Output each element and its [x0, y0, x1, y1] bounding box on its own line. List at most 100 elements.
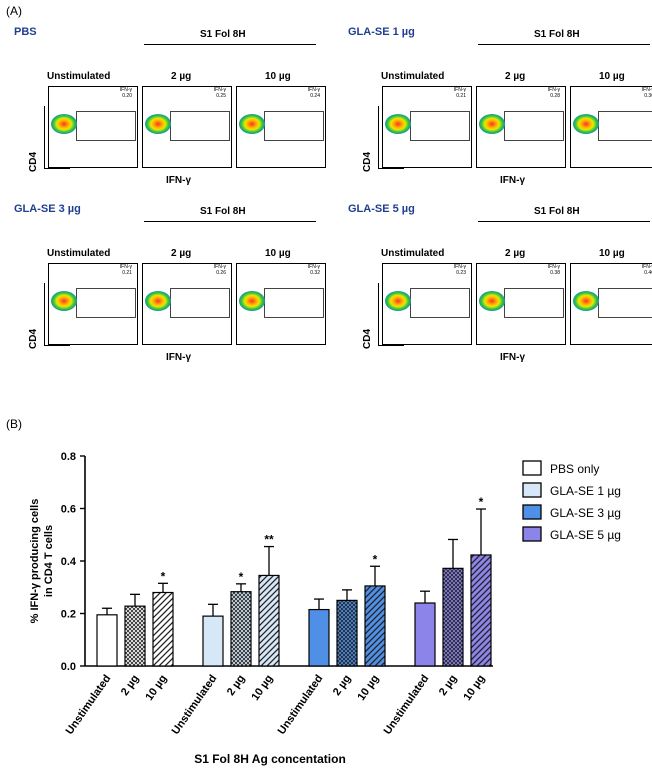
bar	[470, 554, 492, 667]
bar	[414, 602, 436, 667]
x-tick-label: 10 µg	[461, 673, 487, 703]
column-label: 2 µg	[171, 71, 192, 82]
y-axis-label: CD4	[362, 151, 373, 172]
y-axis-arrow	[44, 106, 45, 168]
x-tick-label: Unstimulated	[64, 673, 114, 737]
gate-percentage: 0.32	[310, 270, 320, 276]
gate-percentage: 0.36	[644, 93, 652, 99]
flow-plot	[236, 263, 326, 345]
x-tick-label: 2 µg	[225, 673, 248, 698]
x-axis-label: IFN-γ	[166, 352, 191, 363]
gate-percentage: 0.24	[310, 93, 320, 99]
gate-label: IFN-γ	[641, 264, 652, 270]
column-label: 10 µg	[599, 248, 625, 259]
legend-label: GLA-SE 3 µg	[550, 506, 621, 520]
y-axis-arrow	[378, 106, 379, 168]
legend-swatch	[522, 460, 542, 476]
x-tick-label: 2 µg	[331, 673, 354, 698]
x-axis-label: IFN-γ	[166, 175, 191, 186]
legend-swatch	[522, 504, 542, 520]
gate-label: IFN-γ	[453, 87, 466, 93]
y-axis-label: CD4	[362, 328, 373, 349]
significance-mark: *	[479, 495, 484, 509]
x-axis-arrow	[44, 168, 70, 169]
y-axis-label: CD4	[28, 151, 39, 172]
cell-density	[239, 114, 265, 134]
significance-mark: *	[239, 570, 244, 584]
header-underline	[478, 221, 650, 222]
group-title: GLA-SE 5 µg	[348, 203, 415, 215]
ifn-gate	[76, 288, 136, 318]
bar-chart: 0.0 0.2 0.4 0.6 0.8 % IFN-γ producing cells in…	[29, 451, 621, 766]
gate-percentage: 0.23	[456, 270, 466, 276]
column-label: Unstimulated	[381, 248, 445, 259]
gate-label: IFN-γ	[307, 87, 320, 93]
x-tick-label: 10 µg	[249, 673, 275, 703]
gate-percentage: 0.38	[550, 270, 560, 276]
bar	[336, 599, 358, 667]
cell-density	[479, 291, 505, 311]
gate-percentage: 0.21	[122, 270, 132, 276]
ifn-gate	[504, 111, 564, 141]
cell-density	[385, 291, 411, 311]
gate-label: IFN-γ	[213, 87, 226, 93]
ifn-gate	[598, 111, 652, 141]
gate-percentage: 0.20	[122, 93, 132, 99]
gate-percentage: 0.21	[456, 93, 466, 99]
y-axis-label: CD4	[28, 328, 39, 349]
legend-label: GLA-SE 1 µg	[550, 484, 621, 498]
y-tick-label: 0.8	[61, 451, 76, 463]
gate-label: IFN-γ	[119, 87, 132, 93]
ifn-gate	[410, 288, 470, 318]
column-label: Unstimulated	[381, 71, 445, 82]
column-label: 2 µg	[171, 248, 192, 259]
x-axis-label: IFN-γ	[500, 352, 525, 363]
stim-header: S1 Fol 8H	[200, 206, 246, 217]
cell-density	[479, 114, 505, 134]
legend-label: PBS only	[550, 462, 599, 476]
y-axis-label-line1: % IFN-γ producing cells	[29, 499, 41, 624]
bar	[230, 591, 252, 667]
panel-a-label: (A)	[6, 4, 22, 18]
group-title: PBS	[14, 26, 37, 38]
x-tick-label: 10 µg	[355, 673, 381, 703]
x-axis-arrow	[378, 345, 404, 346]
x-tick-label: Unstimulated	[382, 673, 432, 737]
gate-percentage: 0.25	[216, 93, 226, 99]
column-label: 10 µg	[265, 248, 291, 259]
x-axis-arrow	[378, 168, 404, 169]
legend-swatch	[522, 482, 542, 498]
bar	[152, 591, 174, 667]
y-axis-arrow	[44, 283, 45, 345]
x-axis-label: IFN-γ	[500, 175, 525, 186]
flow-plot	[236, 86, 326, 168]
x-tick-label: 2 µg	[437, 673, 460, 698]
ifn-gate	[598, 288, 652, 318]
significance-mark: *	[373, 552, 378, 566]
cell-density	[239, 291, 265, 311]
header-underline	[144, 221, 316, 222]
gate-label: IFN-γ	[453, 264, 466, 270]
gate-percentage: 0.46	[644, 270, 652, 276]
ifn-gate	[264, 111, 324, 141]
cell-density	[573, 114, 599, 134]
stim-header: S1 Fol 8H	[534, 206, 580, 217]
y-tick-label: 0.4	[61, 556, 77, 568]
gate-percentage: 0.28	[550, 93, 560, 99]
significance-mark: **	[264, 533, 274, 547]
ifn-gate	[264, 288, 324, 318]
gate-label: IFN-γ	[547, 264, 560, 270]
panel-b-label: (B)	[6, 417, 22, 431]
y-tick-label: 0.0	[61, 661, 76, 673]
cell-density	[385, 114, 411, 134]
group-title: GLA-SE 1 µg	[348, 26, 415, 38]
y-axis-label-line2: in CD4 T cells	[43, 525, 55, 597]
header-underline	[478, 44, 650, 45]
cell-density	[145, 114, 171, 134]
x-axis-title: S1 Fol 8H Ag concentation	[194, 752, 346, 766]
gate-label: IFN-γ	[119, 264, 132, 270]
cell-density	[51, 114, 77, 134]
gate-label: IFN-γ	[641, 87, 652, 93]
bar	[124, 605, 146, 667]
bar	[308, 608, 330, 667]
